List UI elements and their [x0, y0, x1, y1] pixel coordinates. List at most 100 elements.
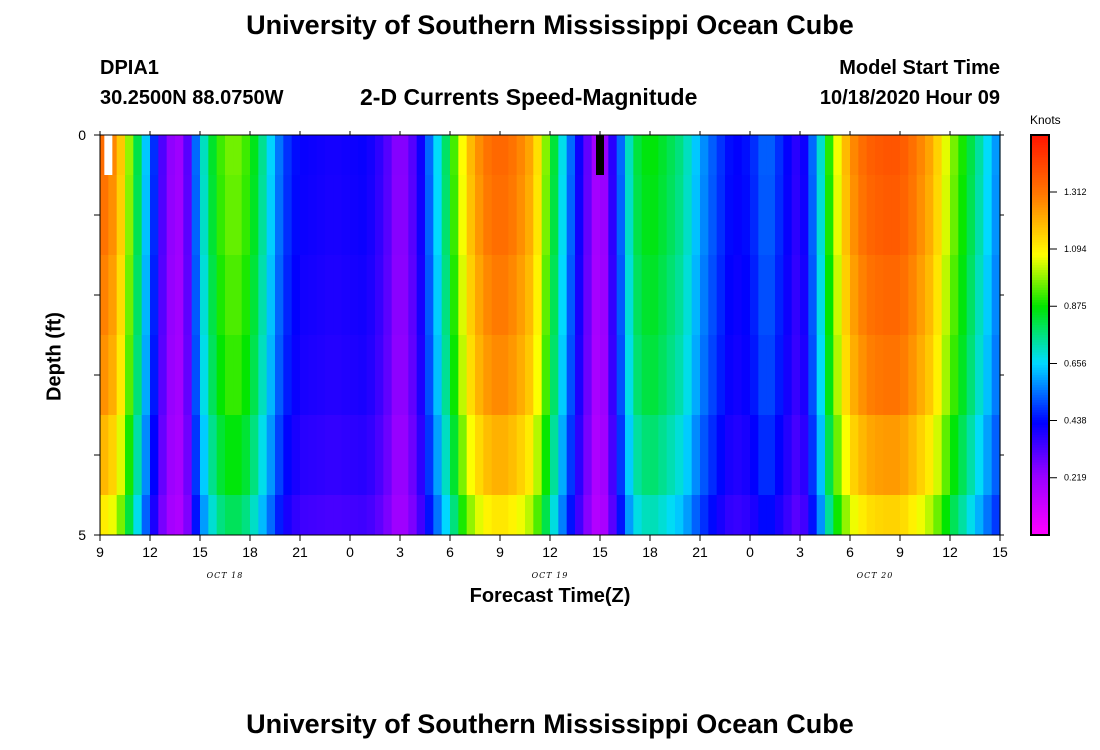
heatmap-cell	[950, 415, 959, 495]
heatmap-cell	[133, 135, 143, 175]
heatmap-cell	[225, 175, 234, 255]
heatmap-cell	[441, 175, 451, 255]
heatmap-cell	[791, 495, 801, 535]
heatmap-cell	[850, 335, 859, 415]
heatmap-cell	[941, 135, 951, 175]
heatmap-cell	[250, 175, 259, 255]
heatmap-cell	[791, 135, 801, 175]
heatmap-cell	[650, 175, 659, 255]
heatmap-cell	[716, 175, 726, 255]
heatmap-cell	[516, 415, 526, 495]
heatmap-cell	[833, 495, 843, 535]
heatmap-cell	[791, 175, 801, 255]
heatmap-cell	[650, 335, 659, 415]
heatmap-cell	[633, 175, 643, 255]
heatmap-cell	[883, 255, 893, 335]
heatmap-cell	[908, 175, 918, 255]
heatmap-cell	[283, 495, 293, 535]
heatmap-cell	[941, 335, 951, 415]
colorbar-band	[1031, 295, 1049, 298]
heatmap-cell	[733, 255, 743, 335]
heatmap-cell	[991, 135, 1001, 175]
colorbar-band	[1031, 212, 1049, 216]
heatmap-cell	[775, 335, 784, 415]
heatmap-cell	[675, 175, 684, 255]
heatmap-cell	[441, 335, 451, 415]
heatmap-cell	[241, 495, 251, 535]
colorbar-band	[1031, 277, 1049, 281]
heatmap-cell	[383, 415, 393, 495]
heatmap-cell	[375, 175, 384, 255]
heatmap-cell	[683, 335, 693, 415]
heatmap-cell	[800, 335, 809, 415]
heatmap-cell	[783, 175, 793, 255]
heatmap-cell	[808, 335, 818, 415]
colorbar-band	[1031, 255, 1049, 258]
heatmap-cell	[708, 335, 718, 415]
heatmap-cell	[400, 415, 409, 495]
heatmap-cell	[466, 135, 476, 175]
heatmap-cell	[258, 335, 268, 415]
x-tick-label: 18	[642, 544, 658, 560]
heatmap-cell	[625, 335, 634, 415]
heatmap-cell	[500, 415, 509, 495]
heatmap-cell	[591, 415, 601, 495]
heatmap-cell	[125, 255, 134, 335]
heatmap-cell	[700, 495, 709, 535]
colorbar-band	[1031, 320, 1049, 323]
heatmap-cell	[133, 255, 143, 335]
colorbar-band	[1031, 345, 1049, 348]
heatmap-cell	[458, 495, 468, 535]
heatmap-cell	[766, 135, 776, 175]
colorbar-band	[1031, 457, 1049, 461]
heatmap-cell	[725, 415, 734, 495]
colorbar-band	[1031, 487, 1049, 491]
heatmap-cell	[400, 175, 409, 255]
heatmap-cell	[650, 255, 659, 335]
colorbar-band	[1031, 392, 1049, 396]
colorbar-band	[1031, 237, 1049, 241]
heatmap-cell	[708, 175, 718, 255]
heatmap-cell	[125, 495, 134, 535]
heatmap-cell	[766, 255, 776, 335]
colorbar-band	[1031, 272, 1049, 276]
heatmap-cell	[766, 415, 776, 495]
heatmap-cell	[133, 175, 143, 255]
heatmap-cell	[325, 135, 334, 175]
colorbar-band	[1031, 215, 1049, 218]
heatmap-cell	[433, 415, 443, 495]
heatmap-cell	[141, 415, 151, 495]
x-tick-label: 12	[542, 544, 558, 560]
heatmap-cell	[816, 135, 826, 175]
heatmap-cell	[308, 135, 318, 175]
colorbar-band	[1031, 415, 1049, 418]
heatmap-cell	[833, 415, 843, 495]
x-tick-label: 9	[496, 544, 504, 560]
heatmap-cell	[366, 135, 376, 175]
heatmap-cell	[383, 175, 393, 255]
heatmap-cell	[775, 135, 784, 175]
heatmap-cell	[683, 415, 693, 495]
heatmap-cell	[991, 175, 1001, 255]
heatmap-cell	[808, 415, 818, 495]
heatmap-cell	[791, 335, 801, 415]
heatmap-cell	[733, 175, 743, 255]
heatmap-cell	[475, 135, 484, 175]
heatmap-cell	[383, 495, 393, 535]
heatmap-cell	[183, 175, 193, 255]
heatmap-cell	[575, 335, 584, 415]
colorbar-band	[1031, 490, 1049, 493]
heatmap-cell	[383, 255, 393, 335]
heatmap-cell	[358, 135, 368, 175]
heatmap-cell	[458, 175, 468, 255]
heatmap-cell	[966, 495, 976, 535]
colorbar: 1.312 1.094 0.875 0.656 0.438 0.219	[1030, 134, 1087, 536]
heatmap-cell	[266, 415, 276, 495]
heatmap-cell	[150, 415, 159, 495]
heatmap-cell	[200, 255, 209, 335]
colorbar-band	[1031, 315, 1049, 318]
heatmap-cell	[625, 175, 634, 255]
heatmap-cell	[175, 415, 184, 495]
heatmap-cell	[658, 415, 668, 495]
